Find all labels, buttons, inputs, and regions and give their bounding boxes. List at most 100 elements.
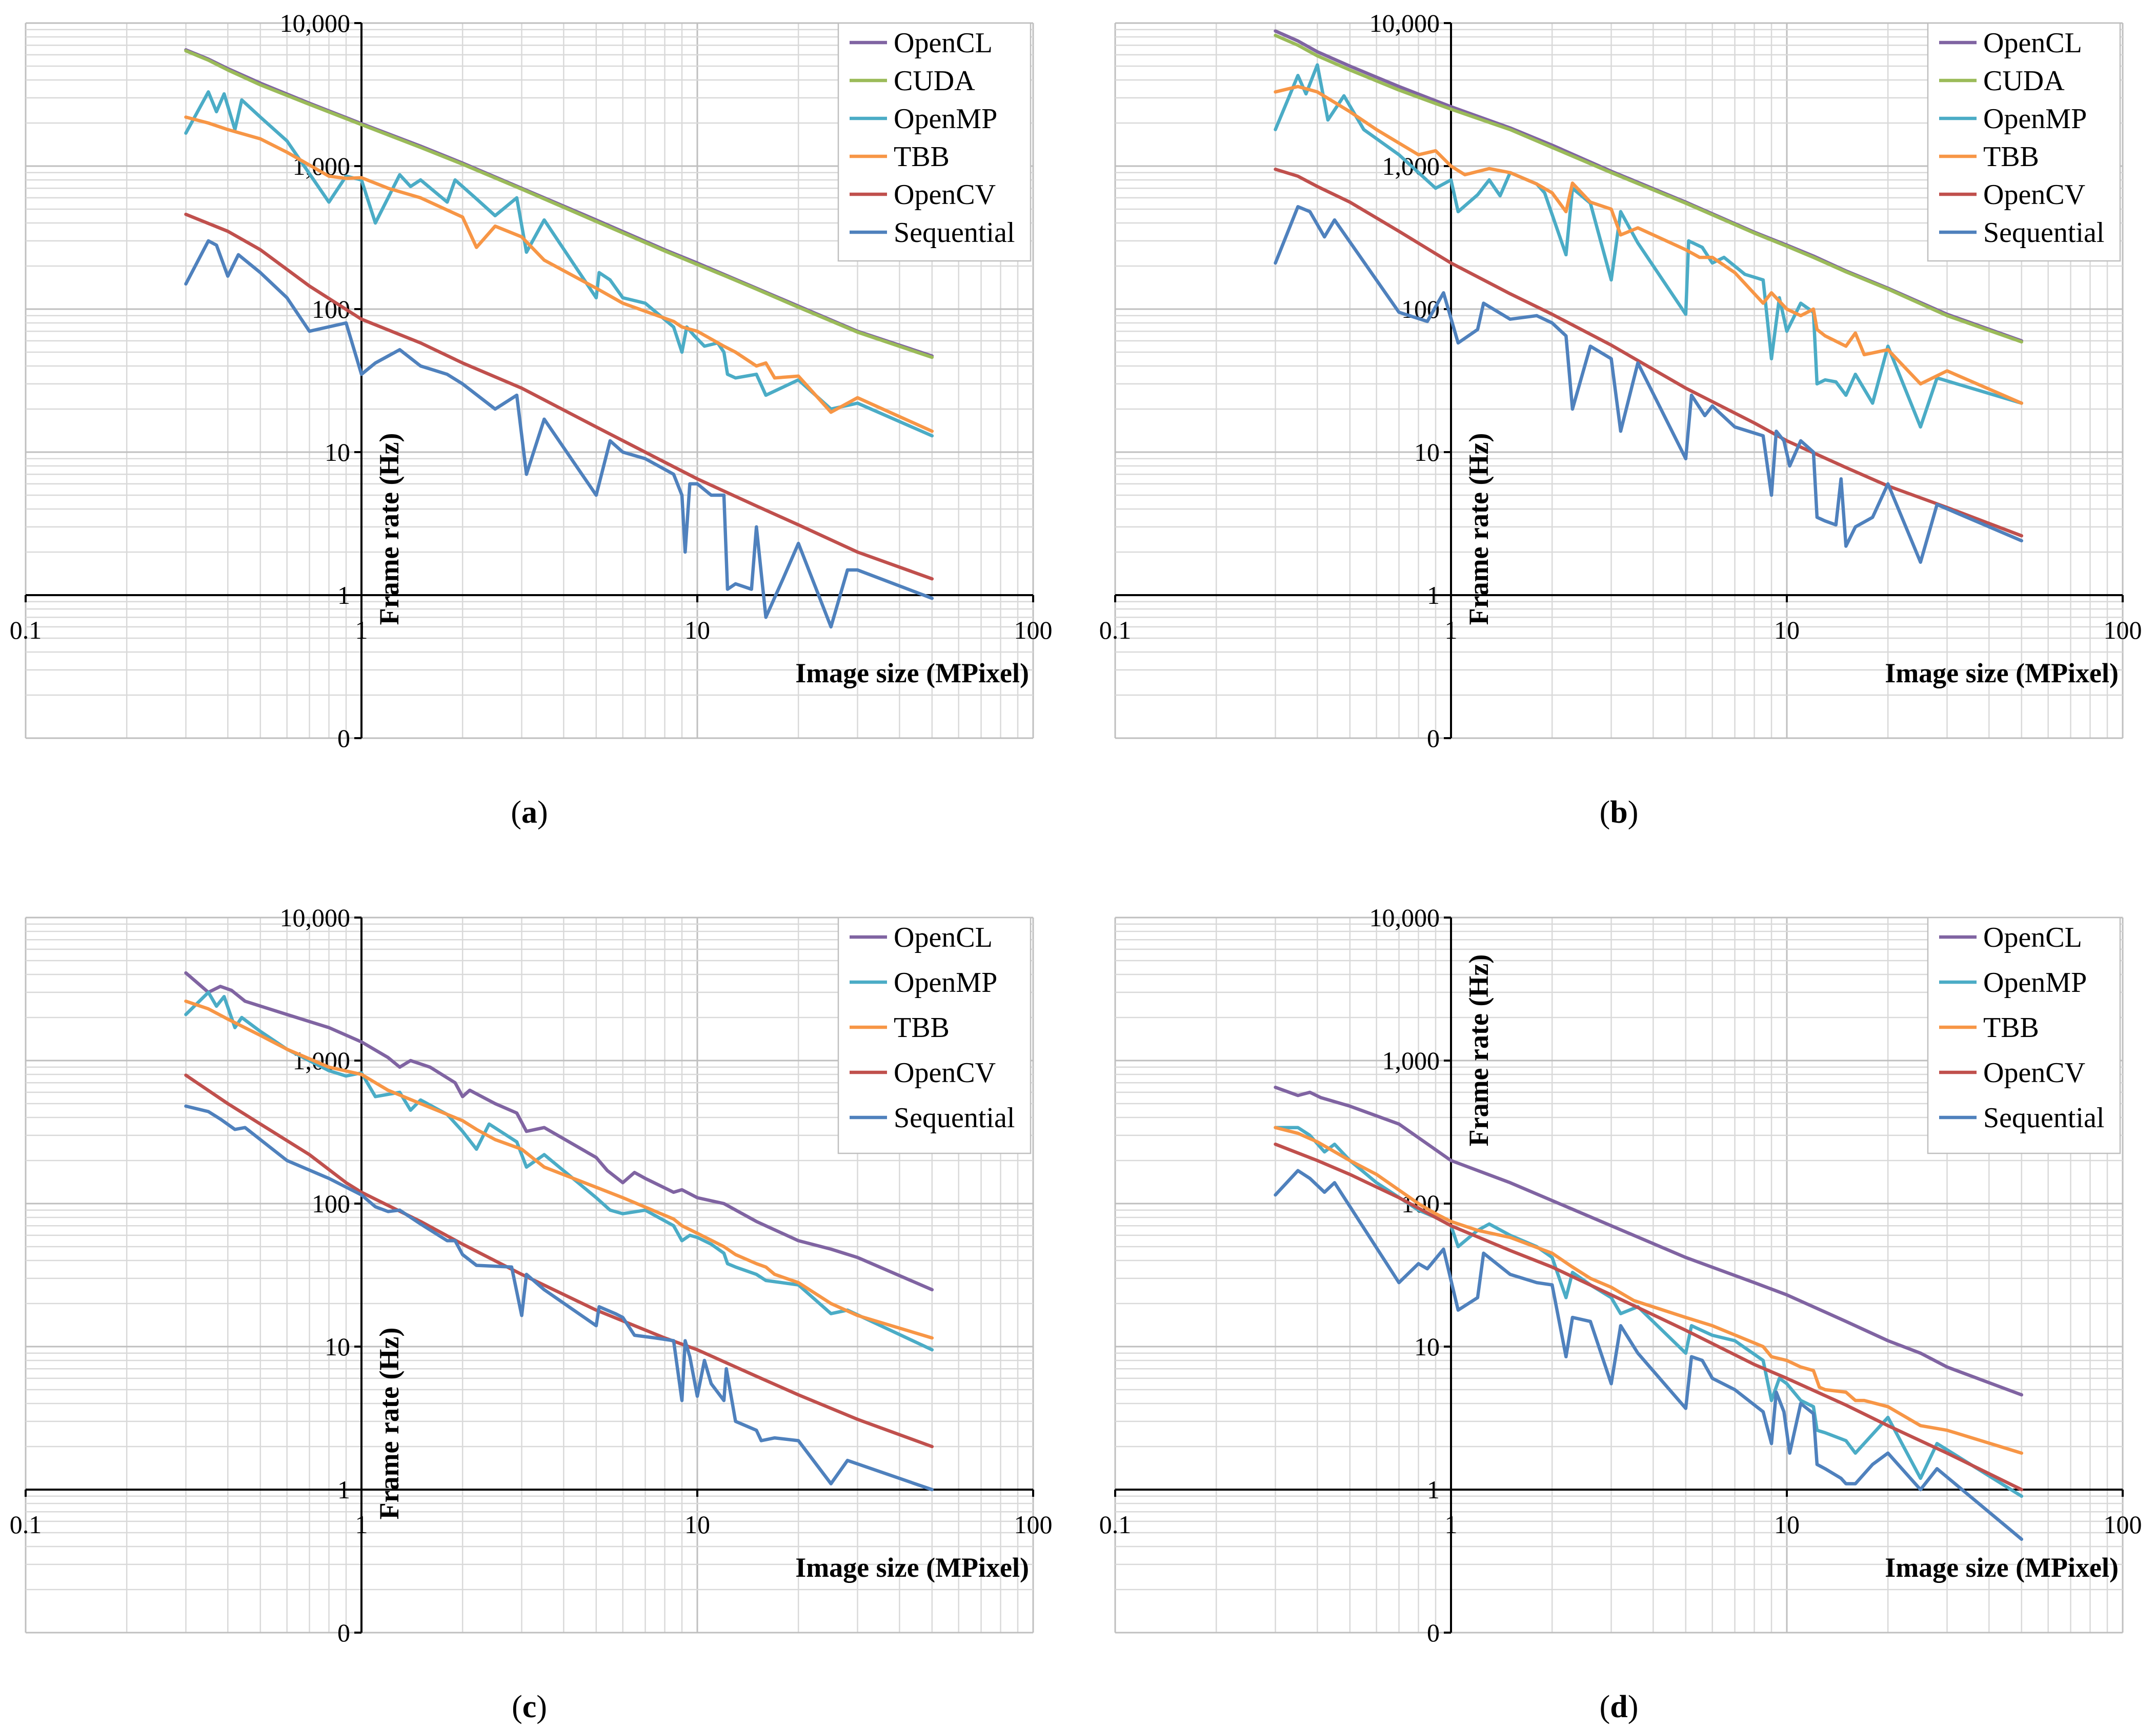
y-tick-label: 1,000 xyxy=(293,152,351,180)
series-line-sequential xyxy=(184,239,934,629)
legend-label-cuda: CUDA xyxy=(894,65,975,97)
series-line-opencl xyxy=(184,971,934,1292)
y-tick-label: 10,000 xyxy=(280,9,351,37)
legend-box xyxy=(837,917,1032,1154)
y-tick-label: 10 xyxy=(1414,1332,1440,1361)
y-tick-label: 100 xyxy=(312,1189,350,1218)
legend-label-opencl: OpenCL xyxy=(894,922,993,953)
series-line-openmp xyxy=(184,990,934,1352)
legend-box xyxy=(837,22,1032,262)
legend: OpenCL CUDA OpenMP TBB OpenCV Sequential xyxy=(837,22,1032,262)
x-tick-label: 100 xyxy=(2104,1510,2142,1539)
legend-label-sequential: Sequential xyxy=(894,217,1015,249)
x-axis-title: Image size (MPixel) xyxy=(795,1552,1029,1583)
x-tick-label: 0.1 xyxy=(1099,1510,1132,1539)
y-tick-label: 10 xyxy=(325,1332,350,1361)
legend-label-opencl: OpenCL xyxy=(894,27,993,59)
x-tick-label: 0.1 xyxy=(10,616,42,644)
series-line-sequential xyxy=(1274,1169,2024,1541)
series-line-opencl xyxy=(184,48,934,358)
y-tick-label: 0 xyxy=(337,724,350,752)
legend: OpenCL OpenMP TBB OpenCV Sequential xyxy=(1927,917,2121,1154)
x-tick-label: 1 xyxy=(1445,1510,1458,1539)
series-line-tbb xyxy=(1274,1126,2024,1455)
legend-label-sequential: Sequential xyxy=(1983,217,2104,249)
series-line-openmp xyxy=(184,90,934,438)
panel-caption: (b) xyxy=(1600,795,1639,830)
x-tick-label: 10 xyxy=(1774,616,1800,644)
series-line-tbb xyxy=(184,999,934,1340)
legend-box xyxy=(1927,917,2121,1154)
x-axis-title: Image size (MPixel) xyxy=(1885,658,2119,688)
series-line-cuda xyxy=(184,49,934,359)
legend-label-opencl: OpenCL xyxy=(1983,27,2082,59)
y-axis-title: Frame rate (Hz) xyxy=(374,433,405,625)
legend-label-tbb: TBB xyxy=(894,141,950,173)
y-tick-label: 1 xyxy=(337,1475,350,1504)
x-axis-title: Image size (MPixel) xyxy=(1885,1552,2119,1583)
series-line-sequential xyxy=(184,1104,934,1492)
series-line-opencl xyxy=(1274,1085,2024,1397)
y-tick-label: 1,000 xyxy=(1382,1046,1440,1075)
legend-label-cuda: CUDA xyxy=(1983,65,2065,97)
series-line-opencv xyxy=(1274,167,2024,538)
x-tick-label: 10 xyxy=(684,616,710,644)
x-tick-label: 10 xyxy=(1774,1510,1800,1539)
panel-caption: (a) xyxy=(511,795,548,830)
legend-label-openmp: OpenMP xyxy=(1983,103,2087,135)
legend-label-opencv: OpenCV xyxy=(894,1057,996,1089)
y-tick-label: 10 xyxy=(325,438,350,466)
y-tick-label: 10,000 xyxy=(1369,9,1440,37)
panel-caption: (c) xyxy=(512,1690,547,1724)
x-tick-label: 1 xyxy=(355,1510,368,1539)
legend-label-openmp: OpenMP xyxy=(1983,967,2087,999)
series-line-tbb xyxy=(184,115,934,433)
y-tick-label: 10 xyxy=(1414,438,1440,466)
y-tick-label: 1 xyxy=(337,581,350,609)
panel-caption: (d) xyxy=(1600,1690,1639,1724)
y-axis-title: Frame rate (Hz) xyxy=(1463,954,1494,1147)
y-tick-label: 0 xyxy=(337,1618,350,1647)
y-tick-label: 1 xyxy=(1427,581,1440,609)
x-tick-label: 100 xyxy=(1014,616,1053,644)
legend-label-openmp: OpenMP xyxy=(894,103,997,135)
legend-label-sequential: Sequential xyxy=(1983,1102,2104,1134)
legend-label-sequential: Sequential xyxy=(894,1102,1015,1134)
series-line-tbb xyxy=(1274,85,2024,405)
series-line-openmp xyxy=(1274,63,2024,429)
legend: OpenCL CUDA OpenMP TBB OpenCV Sequential xyxy=(1927,22,2121,262)
y-tick-label: 10,000 xyxy=(1369,903,1440,932)
legend-label-tbb: TBB xyxy=(1983,1012,2039,1044)
y-tick-label: 0 xyxy=(1427,724,1440,752)
y-tick-label: 0 xyxy=(1427,1618,1440,1647)
x-axis-title: Image size (MPixel) xyxy=(795,658,1029,688)
y-axis-title: Frame rate (Hz) xyxy=(1463,433,1494,625)
legend: OpenCL OpenMP TBB OpenCV Sequential xyxy=(837,917,1032,1154)
x-tick-label: 10 xyxy=(684,1510,710,1539)
legend-label-tbb: TBB xyxy=(1983,141,2039,173)
legend-label-openmp: OpenMP xyxy=(894,967,997,999)
series-line-opencv xyxy=(184,212,934,581)
legend-label-opencv: OpenCV xyxy=(1983,1057,2085,1089)
x-tick-label: 1 xyxy=(1445,616,1458,644)
legend-label-opencv: OpenCV xyxy=(1983,179,2085,211)
y-tick-label: 1 xyxy=(1427,1475,1440,1504)
x-tick-label: 100 xyxy=(1014,1510,1053,1539)
series-line-opencv xyxy=(184,1073,934,1449)
y-tick-label: 10,000 xyxy=(280,903,351,932)
y-axis-title: Frame rate (Hz) xyxy=(374,1328,405,1520)
x-tick-label: 1 xyxy=(355,616,368,644)
series-line-sequential xyxy=(1274,205,2024,564)
legend-label-opencv: OpenCV xyxy=(894,179,996,211)
legend-label-tbb: TBB xyxy=(894,1012,950,1044)
series-line-opencv xyxy=(1274,1142,2024,1492)
x-tick-label: 0.1 xyxy=(10,1510,42,1539)
legend-box xyxy=(1927,22,2121,262)
x-tick-label: 100 xyxy=(2104,616,2142,644)
x-tick-label: 0.1 xyxy=(1099,616,1132,644)
